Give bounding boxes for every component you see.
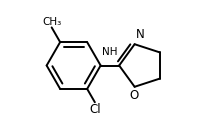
Text: Cl: Cl: [90, 103, 101, 116]
Text: N: N: [135, 28, 144, 41]
Text: O: O: [129, 89, 139, 102]
Text: NH: NH: [102, 47, 118, 57]
Text: CH₃: CH₃: [42, 17, 61, 27]
